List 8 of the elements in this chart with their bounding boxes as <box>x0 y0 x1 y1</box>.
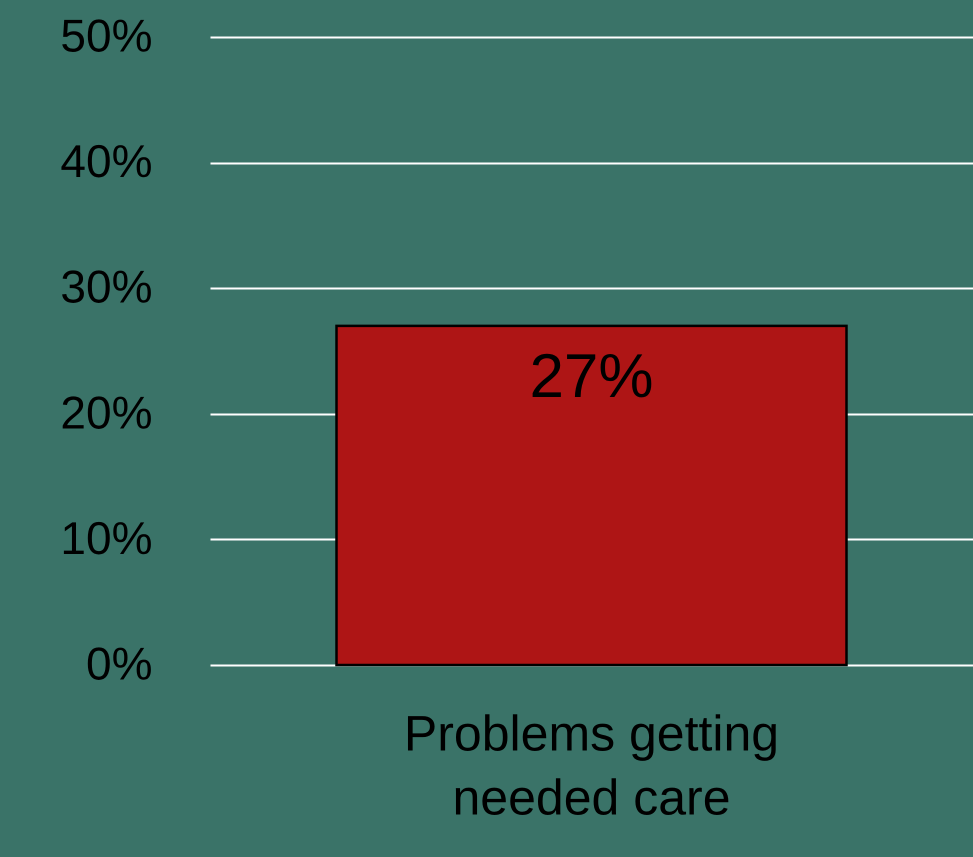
text: 27% <box>529 342 654 411</box>
y-tick-label: 10% <box>60 512 152 564</box>
x-tick-label: Problems getting needed care <box>404 706 780 826</box>
y-tick-label: 50% <box>60 10 152 62</box>
y-tick-label: 40% <box>60 135 152 188</box>
y-tick-label: 20% <box>60 386 152 438</box>
y-tick-label: 30% <box>60 260 152 313</box>
y-tick-label: 0% <box>86 638 152 690</box>
